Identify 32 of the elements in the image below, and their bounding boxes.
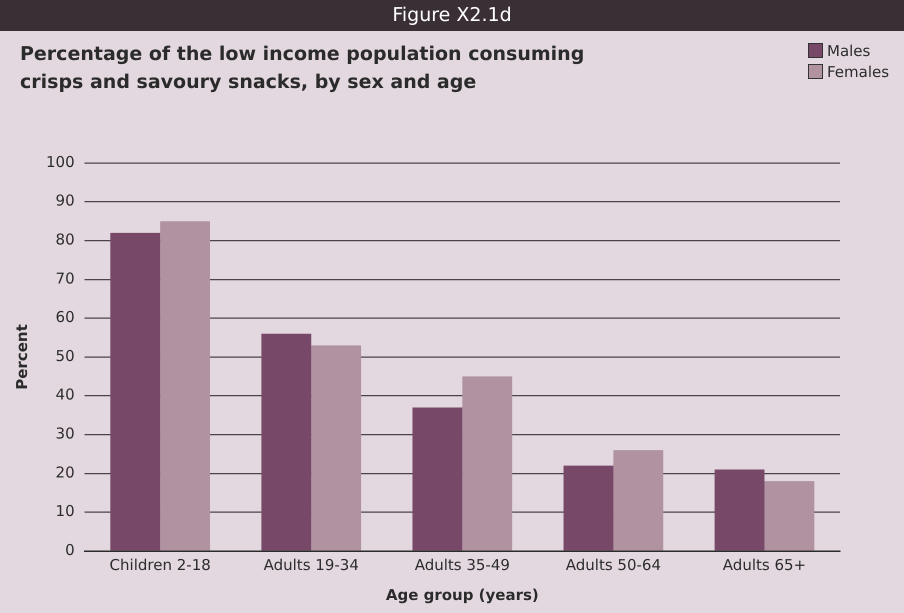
x-tick-label: Children 2-18 [110,556,211,574]
caption: Figure X2.1d [392,4,512,26]
legend-label: Males [827,42,870,60]
bar [764,481,814,550]
bar [311,345,362,550]
y-tick-label: 10 [56,502,75,520]
bar [261,334,312,550]
y-tick-label: 20 [56,463,75,482]
bar [714,470,764,550]
bar [564,466,614,550]
x-tick-label: Adults 65+ [722,556,806,574]
y-tick-label: 100 [46,152,75,171]
x-tick-label: Adults 35-49 [414,556,510,574]
bar [613,450,664,550]
bar [110,232,160,550]
y-axis-title: Percent [12,324,31,390]
chart-title: Percentage of the low income population consuming crisps and savoury snacks, by sex and age [20,42,586,95]
y-tick-label: 80 [56,230,75,248]
y-tick-label: 60 [56,308,75,326]
bar [412,407,462,550]
y-tick-label: 90 [56,192,75,210]
bar [160,221,210,550]
x-axis-title: Age group (years) [386,586,539,604]
y-tick-label: 40 [56,386,75,404]
y-tick-label: 0 [65,540,75,559]
legend-label: Females [827,62,890,80]
x-tick-label: Adults 50-64 [566,556,662,574]
x-tick-label: Adults 19-34 [264,556,359,574]
y-tick-label: 50 [56,346,75,365]
y-tick-label: 70 [56,269,75,288]
y-tick-label: 30 [56,424,75,442]
bar [462,376,512,550]
